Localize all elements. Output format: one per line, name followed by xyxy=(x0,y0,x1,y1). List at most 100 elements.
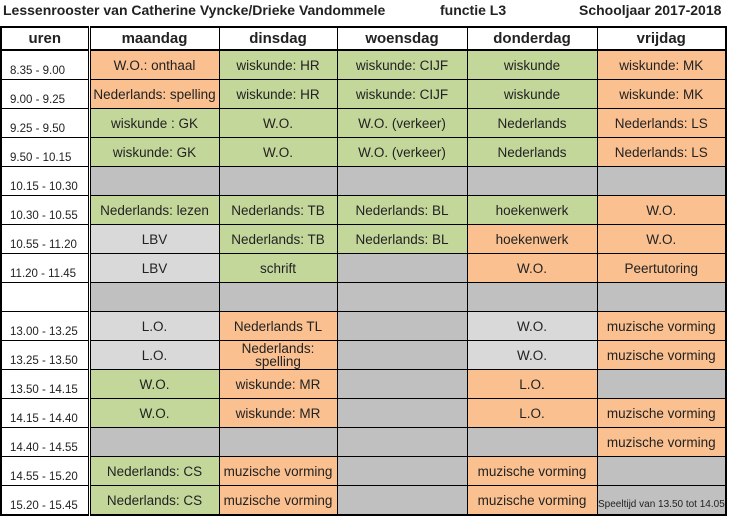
lesson-cell-donderdag: W.O. xyxy=(466,311,598,341)
time-slot: 14.40 - 14.55 xyxy=(0,427,91,457)
lesson-cell-dinsdag: W.O. xyxy=(218,137,338,167)
lesson-cell-woensdag xyxy=(336,369,468,399)
table-row: 14.40 - 14.55 muzische vorming xyxy=(0,427,727,457)
lesson-cell-woensdag xyxy=(336,166,468,196)
lesson-cell-woensdag xyxy=(336,485,468,516)
lesson-cell-woensdag: W.O. (verkeer) xyxy=(336,108,468,138)
lesson-cell-donderdag: Nederlands xyxy=(466,137,598,167)
lesson-cell-maandag: LBV xyxy=(88,224,220,254)
lesson-cell-maandag xyxy=(88,427,220,457)
timetable: uren maandag dinsdag woensdag donderdag vrijd… xyxy=(0,26,727,516)
column-header-vrijdag: vrijdag xyxy=(596,26,727,51)
footer-note: Speeltijd van 13.50 tot 14.05 xyxy=(598,499,725,510)
time-slot: 10.15 - 10.30 xyxy=(0,166,91,196)
time-slot: 9.00 - 9.25 xyxy=(0,79,91,109)
lesson-cell-woensdag: wiskunde: CIJF xyxy=(336,79,468,109)
lesson-cell-dinsdag: wiskunde: MR xyxy=(218,398,338,428)
lesson-cell-dinsdag: schrift xyxy=(218,253,338,283)
header-row: uren maandag dinsdag woensdag donderdag vrijd… xyxy=(0,26,727,51)
lesson-cell-vrijdag: muzische vorming xyxy=(596,398,727,428)
table-row: 13.50 - 14.15 W.O. wiskunde: MR L.O. xyxy=(0,369,727,399)
column-header-uren: uren xyxy=(0,26,91,51)
lesson-cell-donderdag: Nederlands xyxy=(466,108,598,138)
lesson-cell-vrijdag: W.O. xyxy=(596,224,727,254)
lesson-cell-woensdag: Nederlands: BL xyxy=(336,224,468,254)
column-header-dinsdag: dinsdag xyxy=(218,26,338,51)
lesson-cell-maandag xyxy=(88,166,220,196)
lesson-cell-dinsdag: muzische vorming xyxy=(218,456,338,486)
lesson-cell-woensdag: wiskunde: CIJF xyxy=(336,49,468,80)
time-slot: 15.20 - 15.45 xyxy=(0,485,91,516)
time-slot: 9.25 - 9.50 xyxy=(0,108,91,138)
lesson-cell-maandag: Nederlands: lezen xyxy=(88,195,220,225)
table-row: 9.50 - 10.15 wiskunde: GK W.O. W.O. (verkee… xyxy=(0,137,727,167)
lesson-cell-dinsdag xyxy=(218,282,338,312)
time-slot: 14.55 - 15.20 xyxy=(0,456,91,486)
table-row: 9.25 - 9.50 wiskunde : GK W.O. W.O. (verkee… xyxy=(0,108,727,138)
lesson-cell-dinsdag: Nederlands: TB xyxy=(218,224,338,254)
lesson-cell-vrijdag xyxy=(596,456,727,486)
lesson-cell-dinsdag: wiskunde: HR xyxy=(218,79,338,109)
lesson-cell-woensdag xyxy=(336,398,468,428)
school-year-label: Schooljaar 2017-2018 xyxy=(579,2,722,18)
time-slot xyxy=(0,282,91,312)
lesson-cell-vrijdag: muzische vorming xyxy=(596,311,727,341)
lesson-cell-donderdag: W.O. xyxy=(466,253,598,283)
lesson-cell-vrijdag: Peertutoring xyxy=(596,253,727,283)
lesson-cell-woensdag xyxy=(336,282,468,312)
column-header-woensdag: woensdag xyxy=(336,26,468,51)
lesson-cell-maandag: L.O. xyxy=(88,340,220,370)
lesson-cell-maandag: W.O. xyxy=(88,398,220,428)
lesson-cell-donderdag: muzische vorming xyxy=(466,485,598,516)
lesson-cell-maandag xyxy=(88,282,220,312)
lesson-cell-vrijdag xyxy=(596,369,727,399)
lesson-cell-vrijdag: Nederlands: LS xyxy=(596,108,727,138)
lesson-cell-maandag: Nederlands: CS xyxy=(88,485,220,516)
lesson-cell-dinsdag: wiskunde: HR xyxy=(218,49,338,80)
lesson-cell-donderdag: W.O. xyxy=(466,340,598,370)
lesson-cell-donderdag: L.O. xyxy=(466,369,598,399)
lesson-cell-maandag: wiskunde : GK xyxy=(88,108,220,138)
lesson-cell-donderdag xyxy=(466,282,598,312)
table-row: 10.15 - 10.30 xyxy=(0,166,727,196)
function-label: functie L3 xyxy=(440,2,507,18)
time-slot: 13.00 - 13.25 xyxy=(0,311,91,341)
lesson-cell-maandag: W.O.: onthaal xyxy=(88,49,220,80)
lesson-cell-vrijdag: W.O. xyxy=(596,195,727,225)
lunch-break-row xyxy=(0,282,727,312)
lesson-cell-woensdag xyxy=(336,427,468,457)
lesson-cell-woensdag xyxy=(336,311,468,341)
lesson-cell-vrijdag xyxy=(596,166,727,196)
table-row: 14.55 - 15.20 Nederlands: CS muzische vorm… xyxy=(0,456,727,486)
lesson-cell-maandag: Nederlands: CS xyxy=(88,456,220,486)
table-row: 10.30 - 10.55 Nederlands: lezen Nederlands… xyxy=(0,195,727,225)
lesson-cell-vrijdag: wiskunde: MK xyxy=(596,49,727,80)
lesson-cell-donderdag xyxy=(466,166,598,196)
table-row: 11.20 - 11.45 LBV schrift W.O. Peertutoring xyxy=(0,253,727,283)
schedule-title: Lessenrooster van Catherine Vyncke/Driek… xyxy=(3,2,386,18)
time-slot: 9.50 - 10.15 xyxy=(0,137,91,167)
lesson-cell-maandag: LBV xyxy=(88,253,220,283)
lesson-cell-maandag: wiskunde: GK xyxy=(88,137,220,167)
lesson-cell-donderdag: wiskunde xyxy=(466,79,598,109)
lesson-cell-dinsdag: wiskunde: MR xyxy=(218,369,338,399)
lesson-cell-dinsdag: W.O. xyxy=(218,108,338,138)
lesson-cell-vrijdag: muzische vorming xyxy=(596,427,727,457)
time-slot: 8.35 - 9.00 xyxy=(0,49,91,80)
table-row: 13.00 - 13.25 L.O. Nederlands TL W.O. muzisc… xyxy=(0,311,727,341)
lesson-cell-dinsdag xyxy=(218,427,338,457)
lesson-cell-dinsdag: Nederlands: spelling xyxy=(218,340,338,370)
lesson-cell-donderdag: muzische vorming xyxy=(466,456,598,486)
lesson-cell-maandag: L.O. xyxy=(88,311,220,341)
lesson-cell-donderdag: hoekenwerk xyxy=(466,195,598,225)
lesson-cell-maandag: Nederlands: spelling xyxy=(88,79,220,109)
lesson-cell-dinsdag: Nederlands: TB xyxy=(218,195,338,225)
lesson-cell-donderdag: L.O. xyxy=(466,398,598,428)
time-slot: 11.20 - 11.45 xyxy=(0,253,91,283)
lesson-cell-woensdag xyxy=(336,340,468,370)
lesson-cell-vrijdag: Nederlands: LS xyxy=(596,137,727,167)
lesson-cell-woensdag: Nederlands: BL xyxy=(336,195,468,225)
lesson-cell-woensdag xyxy=(336,456,468,486)
table-row: 13.25 - 13.50 L.O. Nederlands: spelling W.O… xyxy=(0,340,727,370)
table-row: 8.35 - 9.00 W.O.: onthaal wiskunde: HR wisk… xyxy=(0,49,727,80)
